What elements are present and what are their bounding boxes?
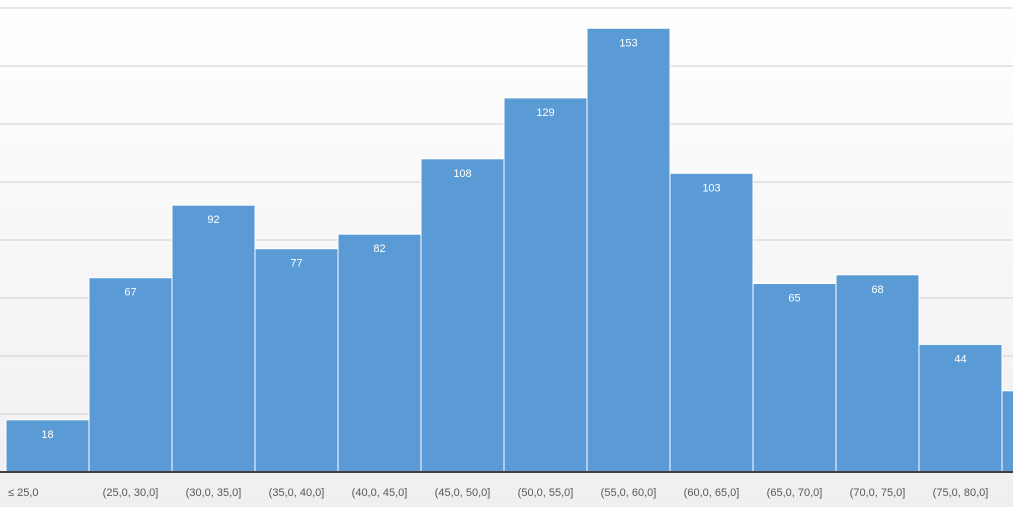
bar-value-label: 108 — [453, 168, 471, 180]
bar-value-label: 92 — [207, 214, 219, 226]
bar-value-label: 65 — [788, 293, 800, 305]
x-tick-label: ≤ 25,0 — [8, 487, 39, 499]
bars — [5, 27, 1013, 473]
x-tick-label: (65,0, 70,0] — [767, 487, 823, 499]
bar-value-label: 67 — [124, 287, 136, 299]
x-tick-label: (35,0, 40,0] — [269, 487, 325, 499]
data-labels: 18 67 92 77 82 108 129 153 103 65 68 44 — [41, 37, 966, 441]
x-tick-label: (50,0, 55,0] — [518, 487, 574, 499]
bar — [752, 283, 837, 473]
bar — [918, 343, 1003, 473]
bar-value-label: 44 — [954, 353, 966, 365]
bar-value-label: 82 — [373, 243, 385, 255]
x-tick-label: (30,0, 35,0] — [186, 487, 242, 499]
bar — [586, 27, 671, 473]
x-tick-label: (75,0, 80,0] — [933, 487, 989, 499]
x-tick-label: (25,0, 30,0] — [103, 487, 159, 499]
x-tick-label: (45,0, 50,0] — [435, 487, 491, 499]
bar — [337, 233, 422, 473]
x-tick-label: (60,0, 65,0] — [684, 487, 740, 499]
x-tick-label: (55,0, 60,0] — [601, 487, 657, 499]
bar — [503, 97, 588, 473]
x-tick-label: (70,0, 75,0] — [850, 487, 906, 499]
bar — [254, 248, 339, 473]
x-axis-tick-labels: ≤ 25,0 (25,0, 30,0] (30,0, 35,0] (35,0, 40,… — [8, 487, 988, 499]
bar — [88, 277, 173, 473]
bar — [420, 158, 505, 473]
bar-value-label: 103 — [702, 182, 720, 194]
bar — [835, 274, 920, 473]
bar-value-label: 129 — [536, 107, 554, 119]
bar-value-label: 18 — [41, 429, 53, 441]
bar — [5, 419, 90, 473]
x-tick-label: (40,0, 45,0] — [352, 487, 408, 499]
bar-value-label: 68 — [871, 284, 883, 296]
bar — [171, 204, 256, 473]
bar-value-label: 77 — [290, 258, 302, 270]
bar — [669, 172, 754, 473]
bar — [1001, 390, 1013, 473]
bar-value-label: 153 — [619, 37, 637, 49]
